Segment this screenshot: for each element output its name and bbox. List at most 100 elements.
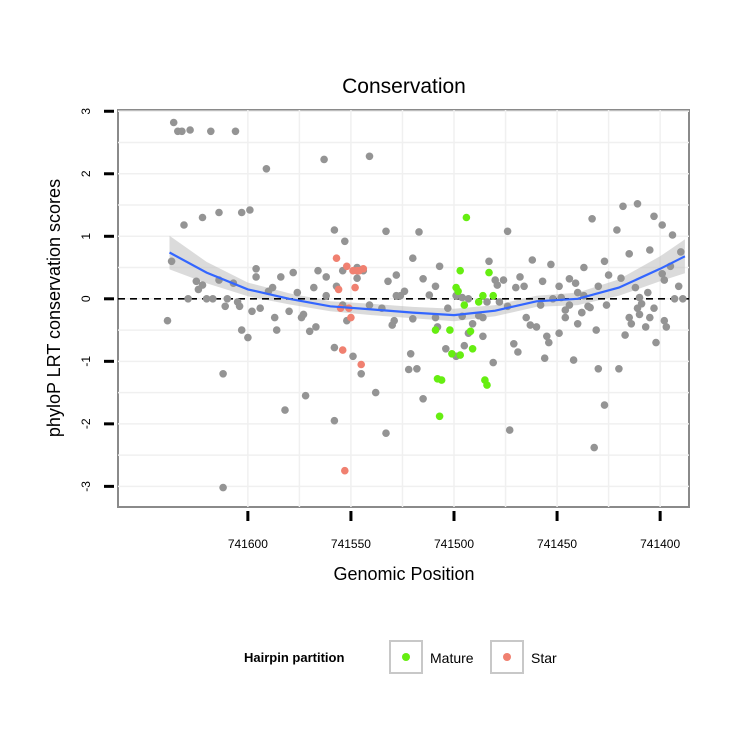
point-other	[635, 293, 644, 302]
point-other	[163, 316, 172, 325]
point-other	[357, 370, 366, 378]
point-mature	[456, 266, 465, 275]
point-other	[631, 283, 640, 292]
point-other	[573, 320, 582, 328]
y-tick-label: 2	[79, 170, 93, 177]
point-other	[505, 426, 514, 434]
point-mature	[454, 287, 462, 296]
point-other	[409, 315, 417, 323]
point-other	[468, 320, 477, 328]
point-other	[435, 262, 444, 271]
point-other	[578, 308, 586, 317]
point-other	[425, 291, 434, 299]
point-other	[514, 348, 522, 356]
point-other	[198, 213, 207, 222]
point-mature	[489, 291, 498, 300]
data-points	[163, 118, 687, 492]
point-other	[658, 270, 666, 278]
y-axis-label: phyloP LRT conservation scores	[44, 179, 64, 437]
point-other	[633, 304, 642, 313]
point-other	[215, 208, 223, 217]
point-other	[233, 298, 242, 306]
point-other	[268, 283, 277, 292]
point-other	[404, 365, 413, 374]
point-other	[419, 395, 427, 403]
point-other	[458, 293, 467, 302]
point-other	[285, 307, 293, 316]
point-mature	[437, 376, 446, 384]
x-tick-label: 741550	[331, 537, 371, 551]
point-mature	[460, 301, 469, 309]
point-other	[322, 291, 331, 300]
point-other	[413, 365, 421, 373]
point-other	[371, 388, 380, 397]
point-other	[536, 301, 545, 309]
point-star	[341, 466, 349, 475]
point-other	[221, 302, 229, 311]
y-axis: -3 -2 -1 0 1 2 3	[79, 108, 114, 492]
point-other	[310, 283, 318, 292]
point-other	[431, 313, 440, 322]
point-other	[442, 345, 450, 353]
point-other	[512, 283, 520, 292]
point-other	[479, 313, 487, 322]
point-other	[406, 350, 415, 358]
chart-title: Conservation	[342, 75, 466, 98]
legend-dot-mature	[402, 653, 410, 661]
point-other	[641, 323, 650, 331]
point-other	[202, 295, 211, 303]
point-other	[619, 202, 627, 211]
point-other	[592, 326, 600, 334]
point-other	[646, 313, 654, 322]
point-other	[668, 231, 677, 239]
point-star	[359, 265, 368, 273]
legend-label-star: Star	[531, 650, 557, 666]
point-other	[223, 295, 232, 303]
point-other	[415, 228, 423, 236]
point-other	[219, 370, 227, 378]
point-other	[322, 273, 331, 281]
legend-dot-star	[503, 653, 511, 661]
point-other	[464, 295, 473, 303]
point-other	[277, 273, 285, 281]
point-other	[510, 340, 518, 348]
point-other	[281, 406, 289, 414]
point-other	[231, 127, 240, 136]
point-mature	[483, 381, 491, 389]
point-other	[252, 273, 260, 281]
point-other	[244, 333, 252, 342]
point-other	[588, 215, 596, 223]
point-other	[644, 288, 652, 297]
point-other	[237, 326, 246, 334]
point-other	[538, 277, 547, 286]
point-other	[485, 257, 493, 266]
point-other	[615, 365, 623, 373]
point-other	[314, 266, 322, 275]
point-mature	[446, 326, 454, 334]
point-other	[392, 291, 401, 300]
point-other	[532, 323, 541, 331]
point-mature	[431, 326, 440, 334]
point-other	[547, 260, 555, 269]
point-mature	[474, 298, 483, 306]
point-other	[330, 226, 339, 234]
point-other	[252, 265, 260, 273]
point-other	[627, 320, 636, 328]
y-tick-label: 0	[79, 295, 93, 302]
x-tick-label: 741500	[434, 537, 474, 551]
x-tick-label: 741600	[228, 537, 268, 551]
point-other	[650, 212, 658, 221]
point-mature	[448, 350, 456, 358]
point-other	[516, 273, 524, 281]
point-other	[483, 298, 491, 306]
point-other	[382, 227, 390, 236]
point-other	[677, 248, 685, 256]
point-other	[658, 221, 666, 229]
point-other	[600, 257, 609, 266]
point-other	[169, 118, 178, 127]
point-mature	[435, 412, 444, 421]
point-other	[646, 246, 654, 254]
grid-lines	[118, 110, 689, 507]
point-other	[209, 295, 217, 303]
